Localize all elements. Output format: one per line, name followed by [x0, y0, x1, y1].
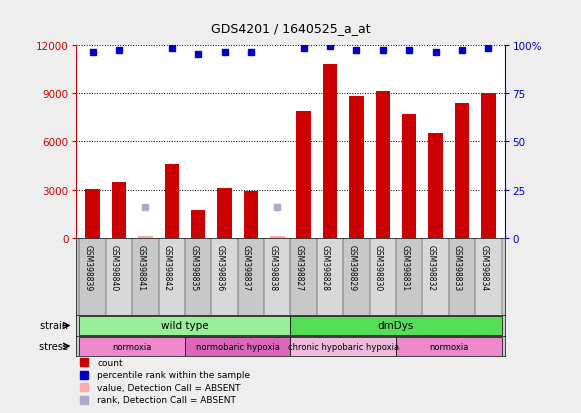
Text: GDS4201 / 1640525_a_at: GDS4201 / 1640525_a_at — [211, 22, 370, 35]
Bar — [455, 103, 469, 238]
Text: normobaric hypoxia: normobaric hypoxia — [196, 342, 279, 351]
Bar — [343, 238, 370, 316]
Bar — [211, 238, 238, 316]
Text: value, Detection Call = ABSENT: value, Detection Call = ABSENT — [97, 383, 241, 392]
Text: normoxia: normoxia — [113, 342, 152, 351]
Text: count: count — [97, 358, 123, 367]
Bar — [349, 97, 364, 238]
Bar — [80, 337, 185, 356]
Bar — [290, 337, 396, 356]
Bar — [375, 92, 390, 238]
Bar — [402, 114, 417, 238]
Text: wild type: wild type — [161, 320, 209, 331]
Text: GSM398841: GSM398841 — [137, 244, 145, 290]
Bar — [396, 337, 501, 356]
Text: GSM398840: GSM398840 — [110, 244, 119, 291]
Bar — [449, 238, 475, 316]
Text: GSM398827: GSM398827 — [295, 244, 304, 290]
Bar — [164, 164, 179, 238]
Bar — [217, 188, 232, 238]
Text: GSM398829: GSM398829 — [347, 244, 356, 290]
Bar — [422, 238, 449, 316]
Bar — [317, 238, 343, 316]
Bar — [323, 65, 338, 238]
Bar — [85, 189, 100, 238]
Bar — [481, 94, 496, 238]
Bar — [238, 238, 264, 316]
Text: normoxia: normoxia — [429, 342, 468, 351]
Text: GSM398842: GSM398842 — [163, 244, 172, 290]
Text: GSM398837: GSM398837 — [242, 244, 251, 291]
Bar — [106, 238, 132, 316]
Text: GSM398835: GSM398835 — [189, 244, 198, 291]
Bar — [112, 183, 126, 238]
Bar — [159, 238, 185, 316]
Text: GSM398830: GSM398830 — [374, 244, 383, 291]
Text: stress: stress — [39, 341, 71, 351]
Text: GSM398838: GSM398838 — [268, 244, 277, 290]
Text: GSM398834: GSM398834 — [479, 244, 488, 291]
Text: rank, Detection Call = ABSENT: rank, Detection Call = ABSENT — [97, 395, 236, 404]
Bar — [270, 236, 285, 238]
Bar — [138, 236, 153, 238]
Bar — [185, 238, 211, 316]
Text: strain: strain — [40, 320, 71, 331]
Text: GSM398839: GSM398839 — [84, 244, 93, 291]
Bar — [290, 238, 317, 316]
Text: GSM398828: GSM398828 — [321, 244, 330, 290]
Bar — [296, 112, 311, 238]
Text: dmDys: dmDys — [378, 320, 414, 331]
Bar — [396, 238, 422, 316]
Bar — [80, 316, 290, 335]
Text: chronic hypobaric hypoxia: chronic hypobaric hypoxia — [288, 342, 399, 351]
Text: percentile rank within the sample: percentile rank within the sample — [97, 370, 250, 379]
Bar — [264, 238, 290, 316]
Bar — [370, 238, 396, 316]
Bar — [191, 210, 206, 238]
Bar — [243, 192, 258, 238]
Bar — [290, 316, 501, 335]
Bar — [475, 238, 501, 316]
Text: GSM398831: GSM398831 — [400, 244, 409, 290]
Text: GSM398832: GSM398832 — [426, 244, 436, 290]
Bar — [185, 337, 290, 356]
Bar — [132, 238, 159, 316]
Bar — [428, 134, 443, 238]
Bar — [80, 238, 106, 316]
Text: GSM398836: GSM398836 — [216, 244, 225, 291]
Text: GSM398833: GSM398833 — [453, 244, 462, 291]
